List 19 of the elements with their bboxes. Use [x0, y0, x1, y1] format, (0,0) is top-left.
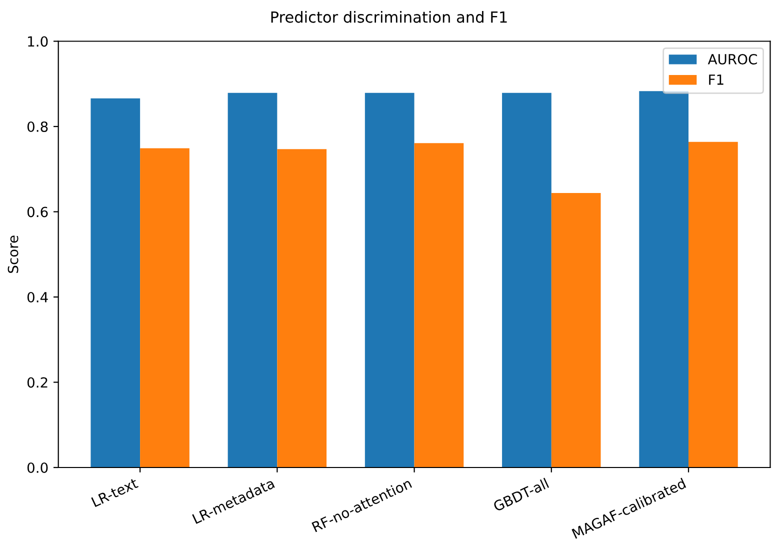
y-tick-label: 0.2 — [27, 377, 48, 388]
bar — [90, 98, 140, 468]
bar — [551, 192, 601, 468]
legend-label: F1 — [709, 74, 724, 85]
y-tick-label: 0.4 — [27, 292, 48, 302]
legend-label: AUROC — [708, 54, 757, 64]
chart-title: Predictor discrimination and F1 — [271, 11, 507, 23]
bar — [277, 149, 327, 468]
bar — [228, 92, 278, 468]
bar — [140, 148, 190, 468]
y-tick-label: 1.0 — [28, 36, 48, 47]
bar — [502, 92, 552, 468]
y-tick-label: 0.6 — [27, 206, 48, 218]
bar — [414, 143, 464, 468]
bar — [364, 92, 414, 468]
y-tick-label: 0.8 — [27, 121, 48, 132]
bar — [688, 142, 738, 468]
y-axis-title: Score — [8, 236, 18, 273]
y-tick-label: 0.0 — [27, 462, 48, 473]
